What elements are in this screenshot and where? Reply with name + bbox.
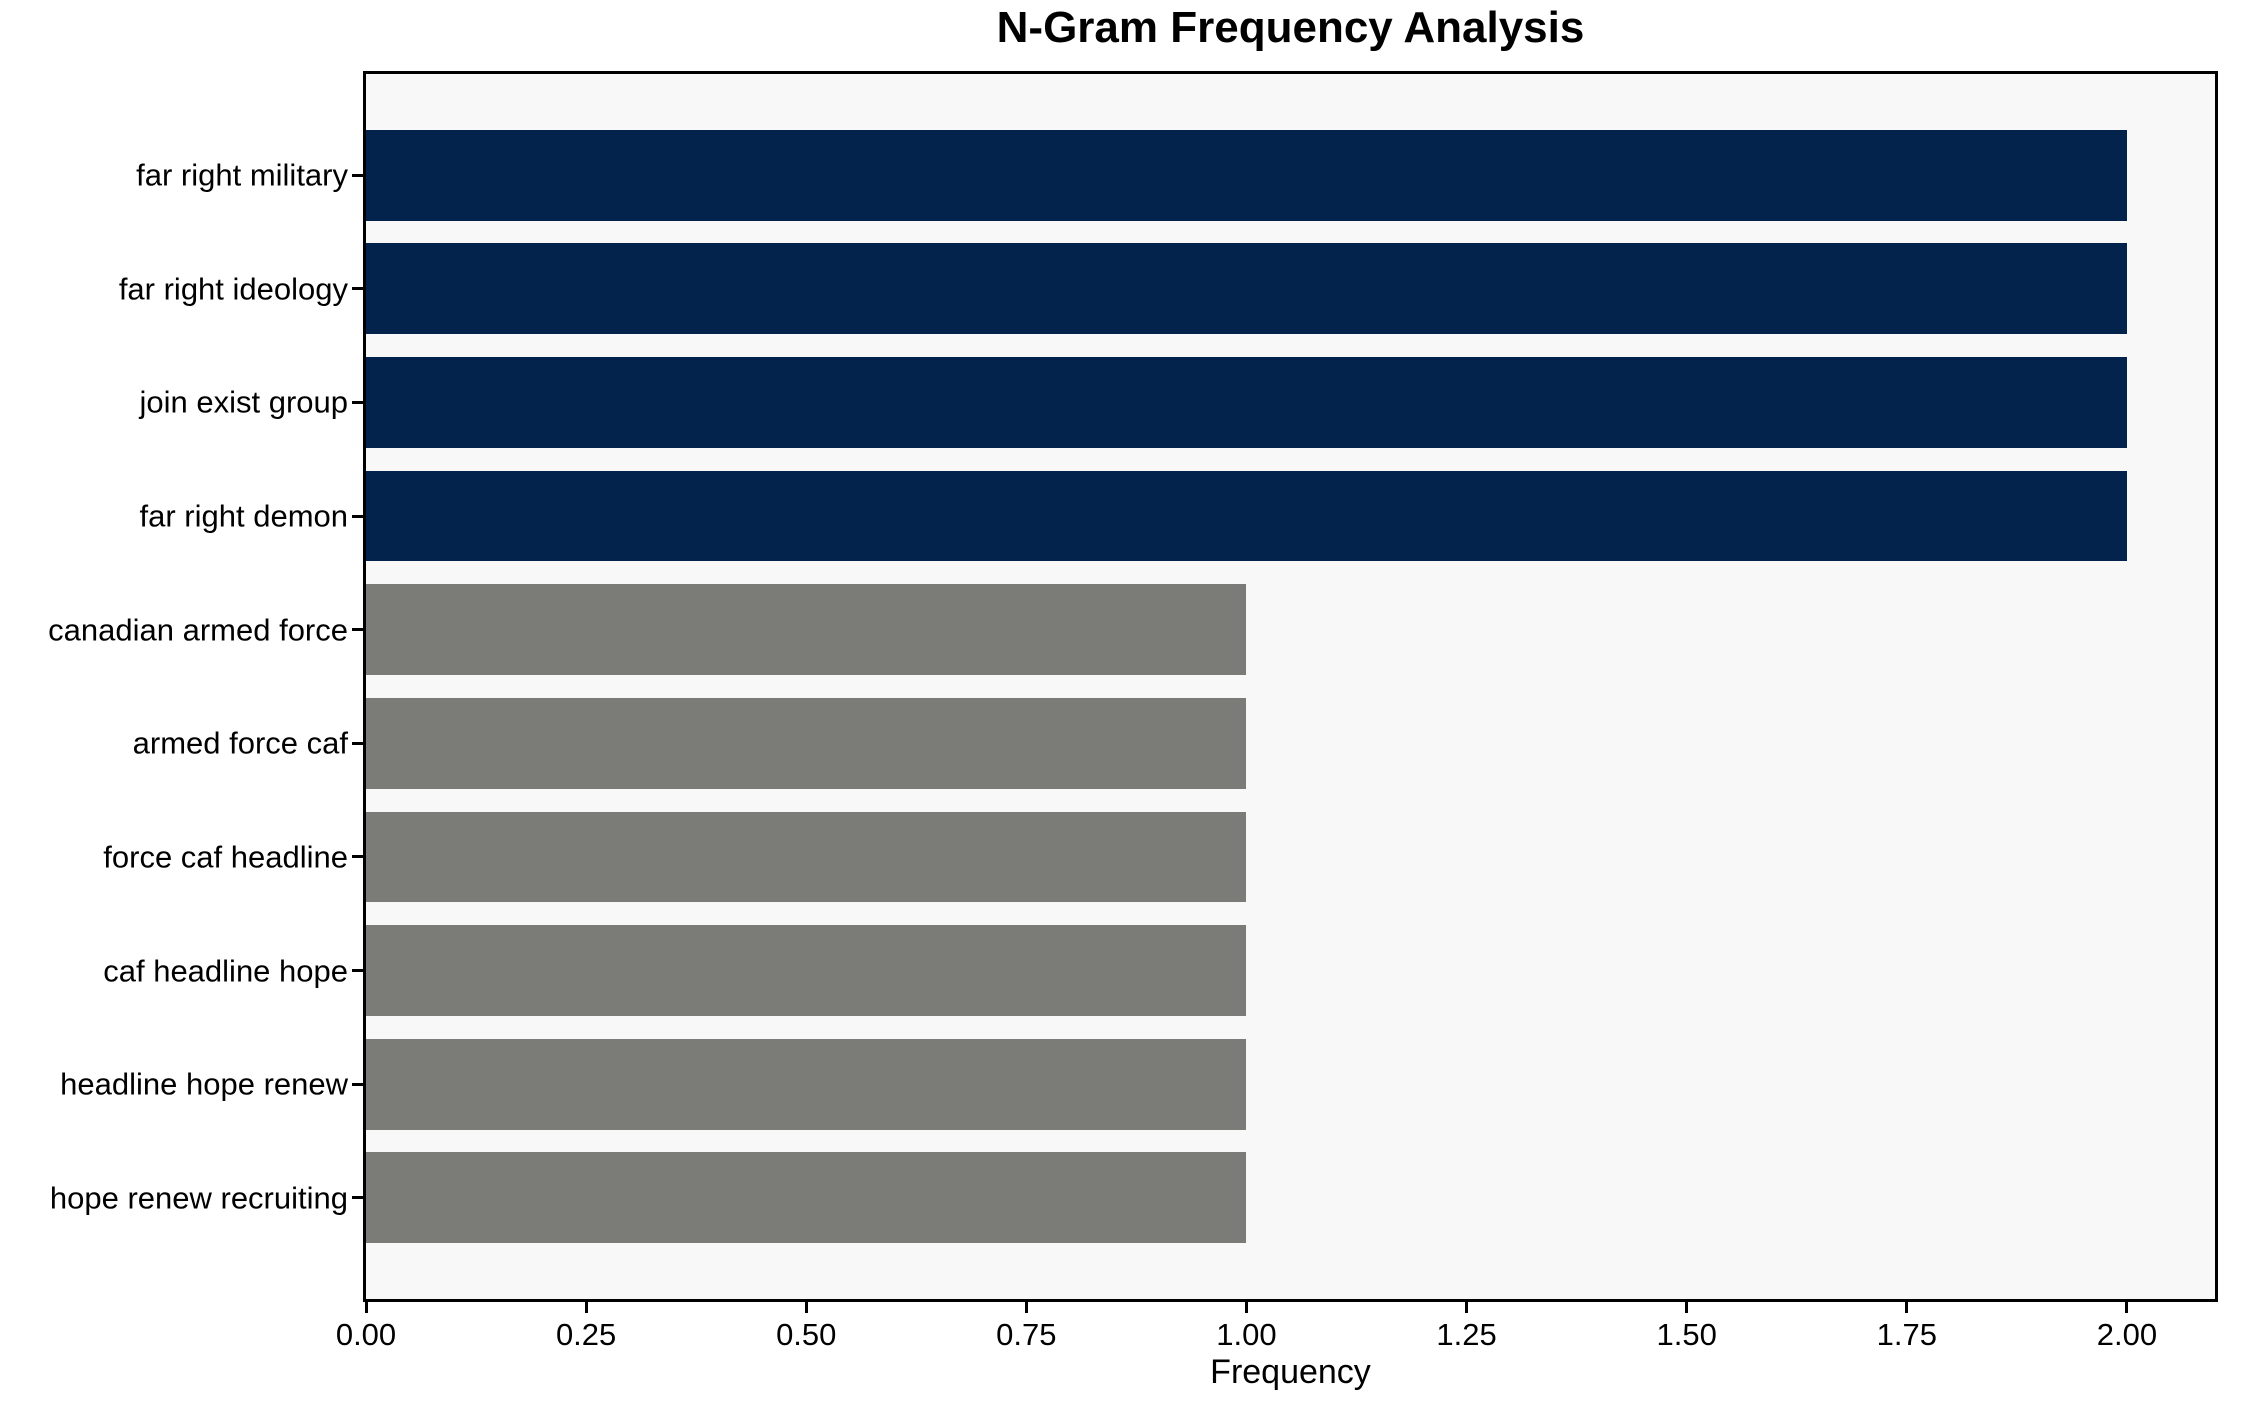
bar <box>366 925 1247 1017</box>
x-tick-label: 0.75 <box>996 1317 1057 1352</box>
x-tick <box>1244 1302 1248 1313</box>
x-tick-label: 1.00 <box>1216 1317 1277 1352</box>
y-tick-label: canadian armed force <box>48 612 348 648</box>
x-tick <box>364 1302 368 1313</box>
bar <box>366 243 2127 335</box>
y-tick <box>352 514 363 518</box>
y-tick <box>352 855 363 859</box>
y-tick <box>352 173 363 177</box>
x-tick-label: 0.00 <box>335 1317 397 1352</box>
y-tick <box>352 1082 363 1086</box>
y-tick-label: armed force caf <box>132 725 348 761</box>
x-axis-label: Frequency <box>1210 1353 1371 1391</box>
x-tick-label: 0.50 <box>776 1317 837 1352</box>
x-tick <box>804 1302 808 1313</box>
x-tick-label: 1.25 <box>1436 1317 1497 1352</box>
y-tick-label: far right military <box>136 157 348 193</box>
bar <box>366 584 1247 676</box>
x-tick <box>1905 1302 1909 1313</box>
x-tick-label: 1.50 <box>1656 1317 1717 1352</box>
y-tick-label: join exist group <box>139 384 348 420</box>
y-tick-label: headline hope renew <box>60 1066 348 1102</box>
y-tick-label: hope renew recruiting <box>49 1180 348 1216</box>
y-tick <box>352 400 363 404</box>
y-tick <box>352 628 363 632</box>
y-tick <box>352 741 363 745</box>
y-tick <box>352 969 363 973</box>
y-tick-label: far right ideology <box>118 271 348 307</box>
x-tick <box>1685 1302 1689 1313</box>
x-tick <box>584 1302 588 1313</box>
x-tick <box>1465 1302 1469 1313</box>
x-tick-label: 2.00 <box>2096 1317 2158 1352</box>
x-tick <box>1024 1302 1028 1313</box>
x-tick-label: 0.25 <box>555 1317 617 1352</box>
plot-area: far right military far right ideology join… <box>48 71 2218 1350</box>
y-tick <box>352 287 363 291</box>
x-tick-label: 1.75 <box>1876 1317 1937 1352</box>
bar <box>366 697 1247 789</box>
bar <box>366 1152 1247 1244</box>
y-tick-label: caf headline hope <box>103 953 348 989</box>
y-tick-label: far right demon <box>139 498 349 534</box>
bar <box>366 470 2127 562</box>
chart-title: N-Gram Frequency Analysis <box>996 3 1585 52</box>
y-tick <box>352 1196 363 1200</box>
bar <box>366 129 2127 221</box>
bar <box>366 356 2127 448</box>
x-tick <box>2125 1302 2129 1313</box>
bar <box>366 811 1247 903</box>
bar <box>366 1038 1247 1130</box>
y-tick-label: force caf headline <box>103 839 348 875</box>
